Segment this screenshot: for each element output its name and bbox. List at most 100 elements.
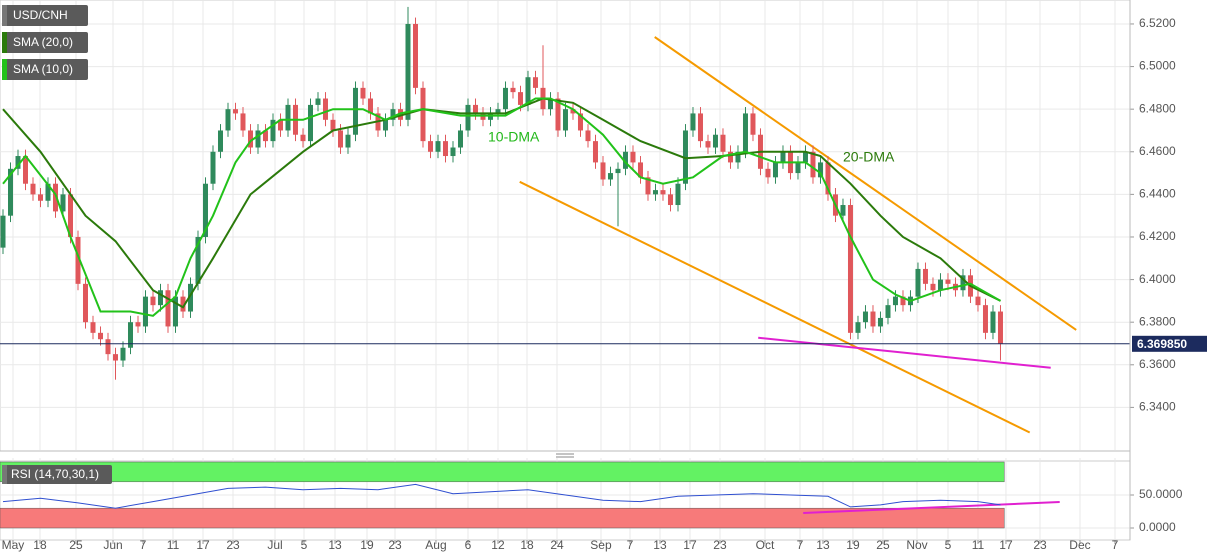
x-tick-label: Jun bbox=[103, 538, 122, 552]
legend-box bbox=[2, 59, 88, 80]
candle-body bbox=[637, 162, 643, 178]
x-tick-label: 23 bbox=[226, 538, 240, 552]
y-tick-label: 6.4000 bbox=[1139, 272, 1176, 286]
candle-body bbox=[960, 275, 966, 291]
candle-body bbox=[945, 279, 951, 284]
candle-body bbox=[457, 130, 463, 148]
candle-body bbox=[885, 305, 891, 318]
x-tick-label: 7 bbox=[1112, 538, 1119, 552]
candle-body bbox=[667, 194, 673, 206]
candle-body bbox=[847, 205, 853, 333]
candle-body bbox=[735, 151, 741, 163]
candle-body bbox=[705, 141, 711, 148]
x-tick-label: 7 bbox=[627, 538, 634, 552]
candle-body bbox=[270, 119, 276, 142]
candle-body bbox=[997, 311, 1003, 344]
last-price-label: 6.369850 bbox=[1137, 337, 1187, 351]
candle-body bbox=[870, 311, 876, 327]
rsi-line bbox=[2, 483, 1001, 509]
candle-body bbox=[150, 296, 156, 306]
candle-body bbox=[90, 322, 96, 333]
candle-body bbox=[45, 183, 51, 201]
candle-body bbox=[300, 134, 306, 142]
trend-line bbox=[519, 180, 1031, 434]
y-tick-label: 50.0000 bbox=[1139, 487, 1183, 501]
x-tick-label: Sep bbox=[590, 538, 612, 552]
candle-body bbox=[937, 279, 943, 291]
candle-body bbox=[802, 151, 808, 163]
x-tick-label: 19 bbox=[846, 538, 860, 552]
rsi-title: RSI (14,70,30,1) bbox=[11, 467, 99, 481]
candle-body bbox=[660, 190, 666, 195]
candle-body bbox=[172, 296, 178, 327]
candle-body bbox=[772, 162, 778, 178]
candle-body bbox=[225, 109, 231, 131]
candle-body bbox=[690, 113, 696, 131]
candle-body bbox=[187, 283, 193, 312]
candle-body bbox=[255, 130, 261, 148]
x-tick-label: 19 bbox=[360, 538, 374, 552]
y-tick-label: 6.3800 bbox=[1139, 314, 1176, 328]
candle-body bbox=[892, 296, 898, 306]
y-tick-label: 6.3600 bbox=[1139, 357, 1176, 371]
x-tick-label: 11 bbox=[167, 538, 180, 552]
candle-body bbox=[7, 168, 13, 216]
rsi-band bbox=[0, 507, 1005, 529]
x-tick-label: 12 bbox=[491, 538, 505, 552]
candle-body bbox=[420, 87, 426, 142]
candle-body bbox=[15, 156, 21, 169]
candle-body bbox=[487, 113, 493, 120]
x-tick-label: 5 bbox=[945, 538, 952, 552]
x-tick-label: 25 bbox=[876, 538, 890, 552]
price-pane bbox=[0, 0, 1131, 452]
y-tick-label: 6.5200 bbox=[1139, 16, 1176, 30]
candle-body bbox=[607, 173, 613, 180]
candle-body bbox=[142, 296, 148, 327]
candle-body bbox=[232, 109, 238, 114]
y-tick-label: 6.5000 bbox=[1139, 59, 1176, 73]
x-tick-label: 6 bbox=[465, 538, 472, 552]
legend-label: SMA (10,0) bbox=[13, 62, 73, 76]
y-tick-label: 6.4400 bbox=[1139, 187, 1176, 201]
candle-body bbox=[712, 134, 718, 148]
candle-body bbox=[592, 141, 598, 163]
candle-body bbox=[465, 104, 471, 131]
candle-body bbox=[840, 205, 846, 216]
x-tick-label: 18 bbox=[520, 538, 534, 552]
candle-body bbox=[825, 162, 831, 195]
candle-body bbox=[67, 194, 73, 237]
trend-line bbox=[758, 336, 1051, 369]
x-tick-label: Oct bbox=[756, 538, 775, 552]
candle-body bbox=[315, 98, 321, 105]
legend-swatch bbox=[2, 465, 7, 484]
legend-label: USD/CNH bbox=[13, 8, 68, 22]
candle-body bbox=[810, 151, 816, 178]
candle-body bbox=[622, 151, 628, 169]
x-tick-label: 17 bbox=[683, 538, 697, 552]
candle-body bbox=[900, 296, 906, 306]
x-tick-label: Dec bbox=[1069, 538, 1090, 552]
candle-body bbox=[877, 317, 883, 327]
candle-body bbox=[817, 162, 823, 178]
candle-body bbox=[412, 23, 418, 88]
candle-body bbox=[397, 109, 403, 120]
candle-body bbox=[112, 354, 118, 361]
x-tick-label: 13 bbox=[328, 538, 342, 552]
candle-body bbox=[615, 168, 621, 174]
candle-body bbox=[247, 130, 253, 148]
x-tick-label: 13 bbox=[653, 538, 667, 552]
candle-body bbox=[495, 109, 501, 114]
trend-line bbox=[654, 36, 1077, 331]
candle-body bbox=[307, 104, 313, 142]
y-tick-label: 6.3400 bbox=[1139, 400, 1176, 414]
candle-body bbox=[165, 290, 171, 327]
candle-body bbox=[697, 113, 703, 142]
candle-body bbox=[382, 119, 388, 131]
candle-body bbox=[862, 311, 868, 323]
candle-body bbox=[720, 134, 726, 152]
x-tick-label: 18 bbox=[33, 538, 47, 552]
candle-body bbox=[855, 322, 861, 333]
candle-body bbox=[22, 156, 28, 184]
candle-body bbox=[630, 151, 636, 163]
